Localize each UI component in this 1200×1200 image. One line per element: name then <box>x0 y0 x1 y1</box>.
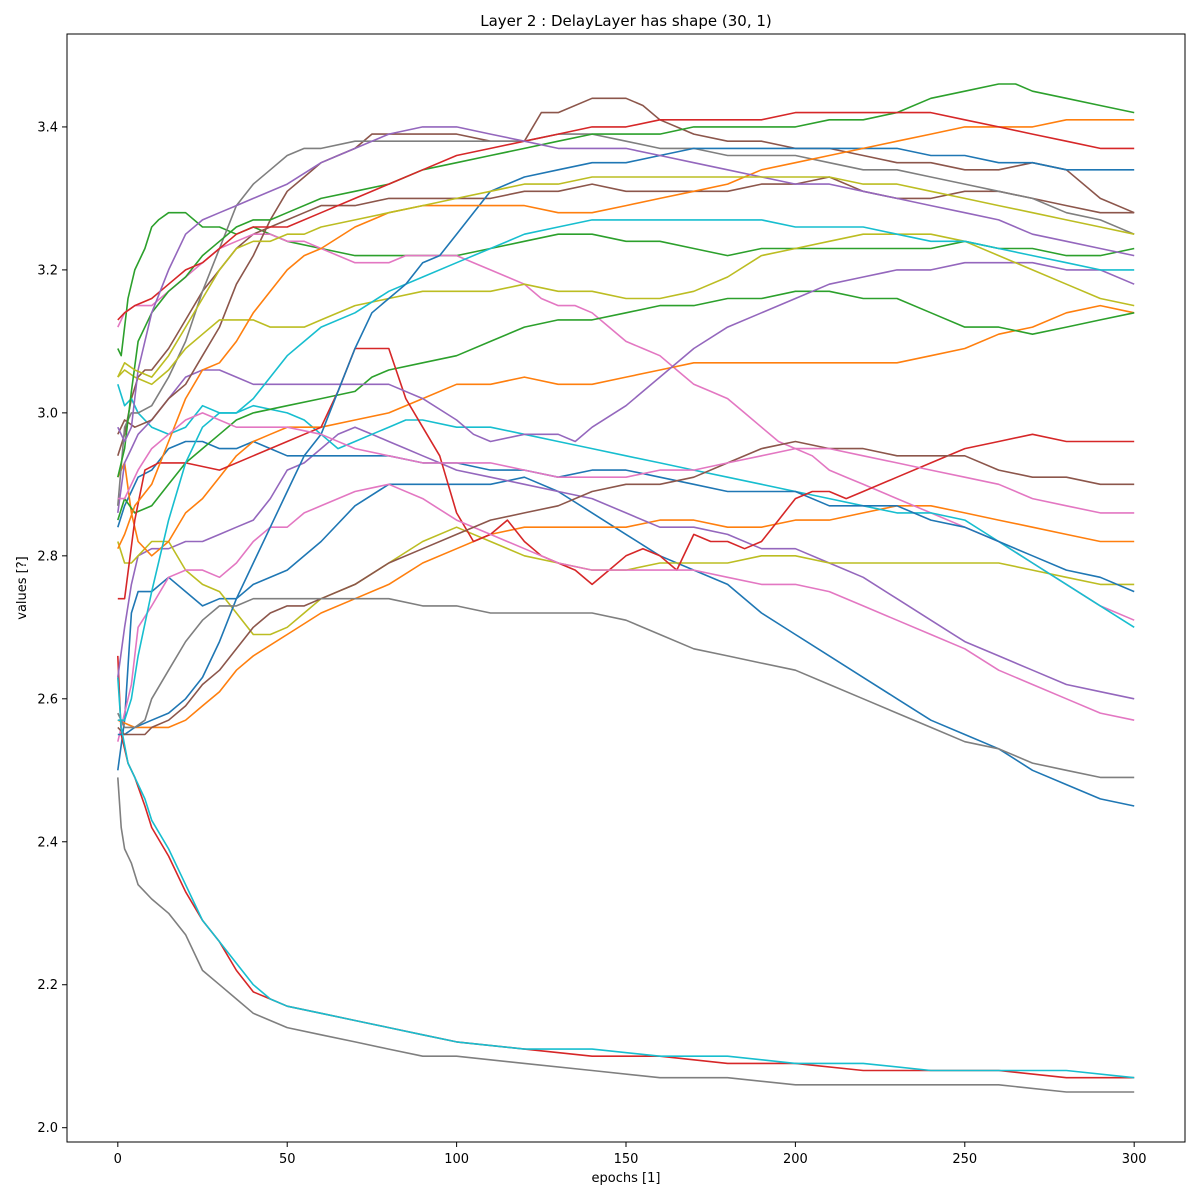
x-tick-label: 50 <box>279 1152 296 1167</box>
series-line-10 <box>117 384 1135 628</box>
series-line-7 <box>117 233 1135 621</box>
x-tick-label: 150 <box>614 1152 639 1167</box>
series-line-22 <box>117 119 1135 550</box>
x-tick-label: 100 <box>444 1152 469 1167</box>
series-line-25 <box>117 126 1135 443</box>
x-axis: 0 50 100 150 200 250 300 <box>114 1142 1147 1167</box>
series-line-8 <box>117 777 1135 1093</box>
x-tick-label: 300 <box>1122 1152 1147 1167</box>
series-line-23 <box>117 83 1135 478</box>
series-line-12 <box>117 304 1135 557</box>
y-tick-label: 2.8 <box>37 549 58 564</box>
series-line-21 <box>117 147 1135 736</box>
y-tick-label: 2.6 <box>37 692 58 707</box>
y-tick-label: 3.2 <box>37 263 58 278</box>
series-line-14 <box>117 347 1135 600</box>
chart-title: Layer 2 : DelayLayer has shape (30, 1) <box>480 12 772 30</box>
series-line-28 <box>117 597 1135 779</box>
series-line-17 <box>117 483 1135 742</box>
x-axis-label: epochs [1] <box>592 1171 661 1186</box>
series-line-13 <box>117 290 1135 521</box>
y-tick-label: 2.4 <box>37 835 58 850</box>
series-line-19 <box>117 233 1135 386</box>
series-line-27 <box>117 412 1135 514</box>
y-tick-label: 2.2 <box>37 978 58 993</box>
x-tick-label: 250 <box>952 1152 977 1167</box>
y-tick-label: 2.0 <box>37 1121 58 1136</box>
x-tick-label: 200 <box>783 1152 808 1167</box>
series-line-9 <box>117 526 1135 636</box>
x-tick-label: 0 <box>114 1152 122 1167</box>
y-tick-label: 3.0 <box>37 406 58 421</box>
series-layer <box>117 83 1135 1093</box>
series-line-1 <box>117 476 1135 807</box>
series-line-26 <box>117 440 1135 736</box>
series-line-18 <box>117 133 1135 506</box>
series-line-11 <box>117 440 1135 593</box>
y-tick-label: 3.4 <box>37 120 58 135</box>
series-line-6 <box>117 176 1135 457</box>
series-line-30 <box>117 677 1135 1079</box>
series-line-29 <box>117 176 1135 378</box>
series-line-3 <box>117 211 1135 357</box>
series-line-2 <box>117 504 1135 729</box>
y-axis: 2.0 2.2 2.4 2.6 2.8 3.0 3.2 3.4 <box>37 120 67 1136</box>
series-line-20 <box>117 219 1135 722</box>
y-axis-label: values [?] <box>15 556 30 619</box>
